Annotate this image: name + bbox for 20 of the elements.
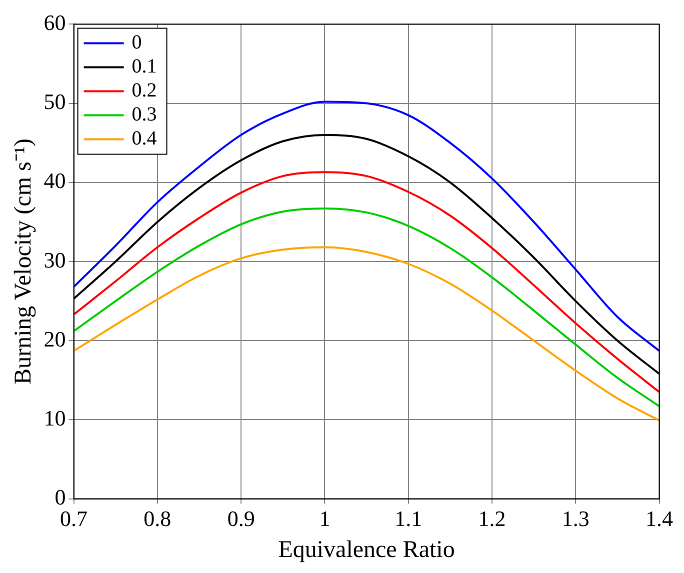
legend-label: 0 — [132, 31, 142, 54]
legend-label: 0.1 — [132, 55, 157, 78]
x-tick-label: 1.4 — [646, 506, 673, 531]
x-tick-label: 0.9 — [227, 506, 255, 531]
y-tick-label: 20 — [44, 326, 66, 352]
x-tick-label: 1 — [319, 506, 330, 531]
y-axis-title: Burning Velocity (cm s⁻¹) — [10, 138, 37, 385]
y-tick-label: 40 — [44, 168, 66, 194]
x-tick-label: 1.2 — [478, 506, 506, 531]
legend-label: 0.2 — [132, 79, 157, 102]
legend-label: 0.3 — [132, 103, 157, 126]
y-tick-label: 60 — [44, 10, 66, 35]
x-tick-label: 0.8 — [144, 506, 172, 531]
y-tick-label: 10 — [44, 405, 66, 430]
y-tick-label: 30 — [44, 247, 66, 272]
x-tick-label: 1.3 — [562, 506, 590, 531]
x-tick-label: 1.1 — [394, 506, 422, 531]
y-tick-label: 50 — [44, 89, 66, 114]
legend-label: 0.4 — [132, 127, 157, 150]
x-axis-title: Equivalence Ratio — [278, 536, 455, 563]
